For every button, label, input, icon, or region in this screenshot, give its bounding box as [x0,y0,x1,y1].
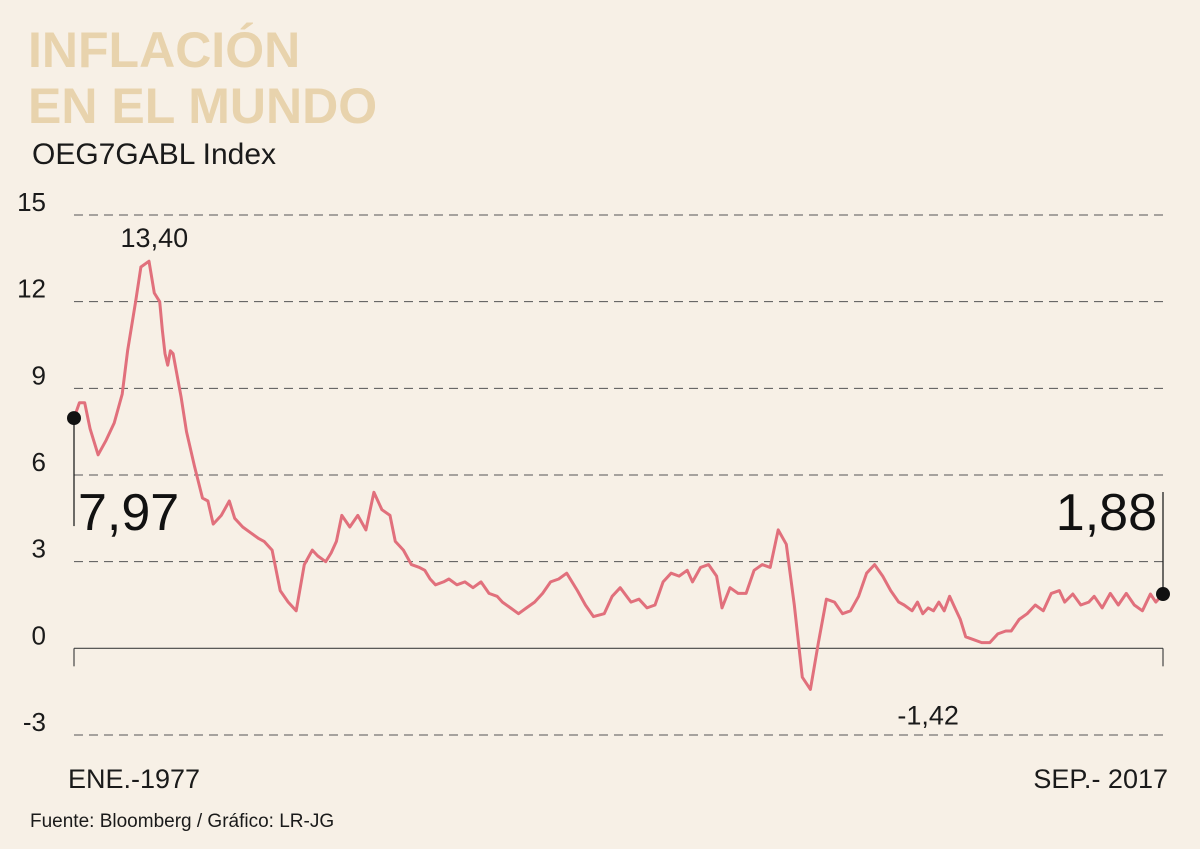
start-value-label: 7,97 [78,484,179,542]
y-tick-label: -3 [23,707,46,737]
start-marker [67,411,81,426]
title-line-2: EN EL MUNDO [28,78,378,134]
source-note: Fuente: Bloomberg / Gráfico: LR-JG [30,811,335,832]
chart-subtitle: OEG7GABL Index [32,138,277,171]
annotation-layer: 13,40 -1,42 7,97 1,88 [67,223,1170,730]
x-tick-label-start: ENE.-1977 [68,764,200,794]
end-marker [1156,587,1170,602]
y-tick-label: 9 [32,360,46,390]
axis-layer: 15 12 9 6 3 0 -3 ENE.-1977 SEP.- 2017 [17,187,1168,794]
title-line-1: INFLACIÓN [28,22,301,78]
y-tick-label: 12 [17,274,46,304]
y-tick-label: 6 [32,447,46,477]
trough-label: -1,42 [897,700,959,730]
y-tick-label: 3 [32,534,46,564]
chart-title: INFLACIÓN EN EL MUNDO [28,22,377,134]
peak-label: 13,40 [121,223,189,253]
series-layer [72,259,1165,691]
series-line-oeg7gabl [72,259,1165,691]
grid-layer [73,214,1164,736]
y-tick-label: 0 [32,620,46,650]
x-tick-label-end: SEP.- 2017 [1033,764,1168,794]
end-value-label: 1,88 [1056,484,1157,542]
y-tick-label: 15 [17,187,46,217]
